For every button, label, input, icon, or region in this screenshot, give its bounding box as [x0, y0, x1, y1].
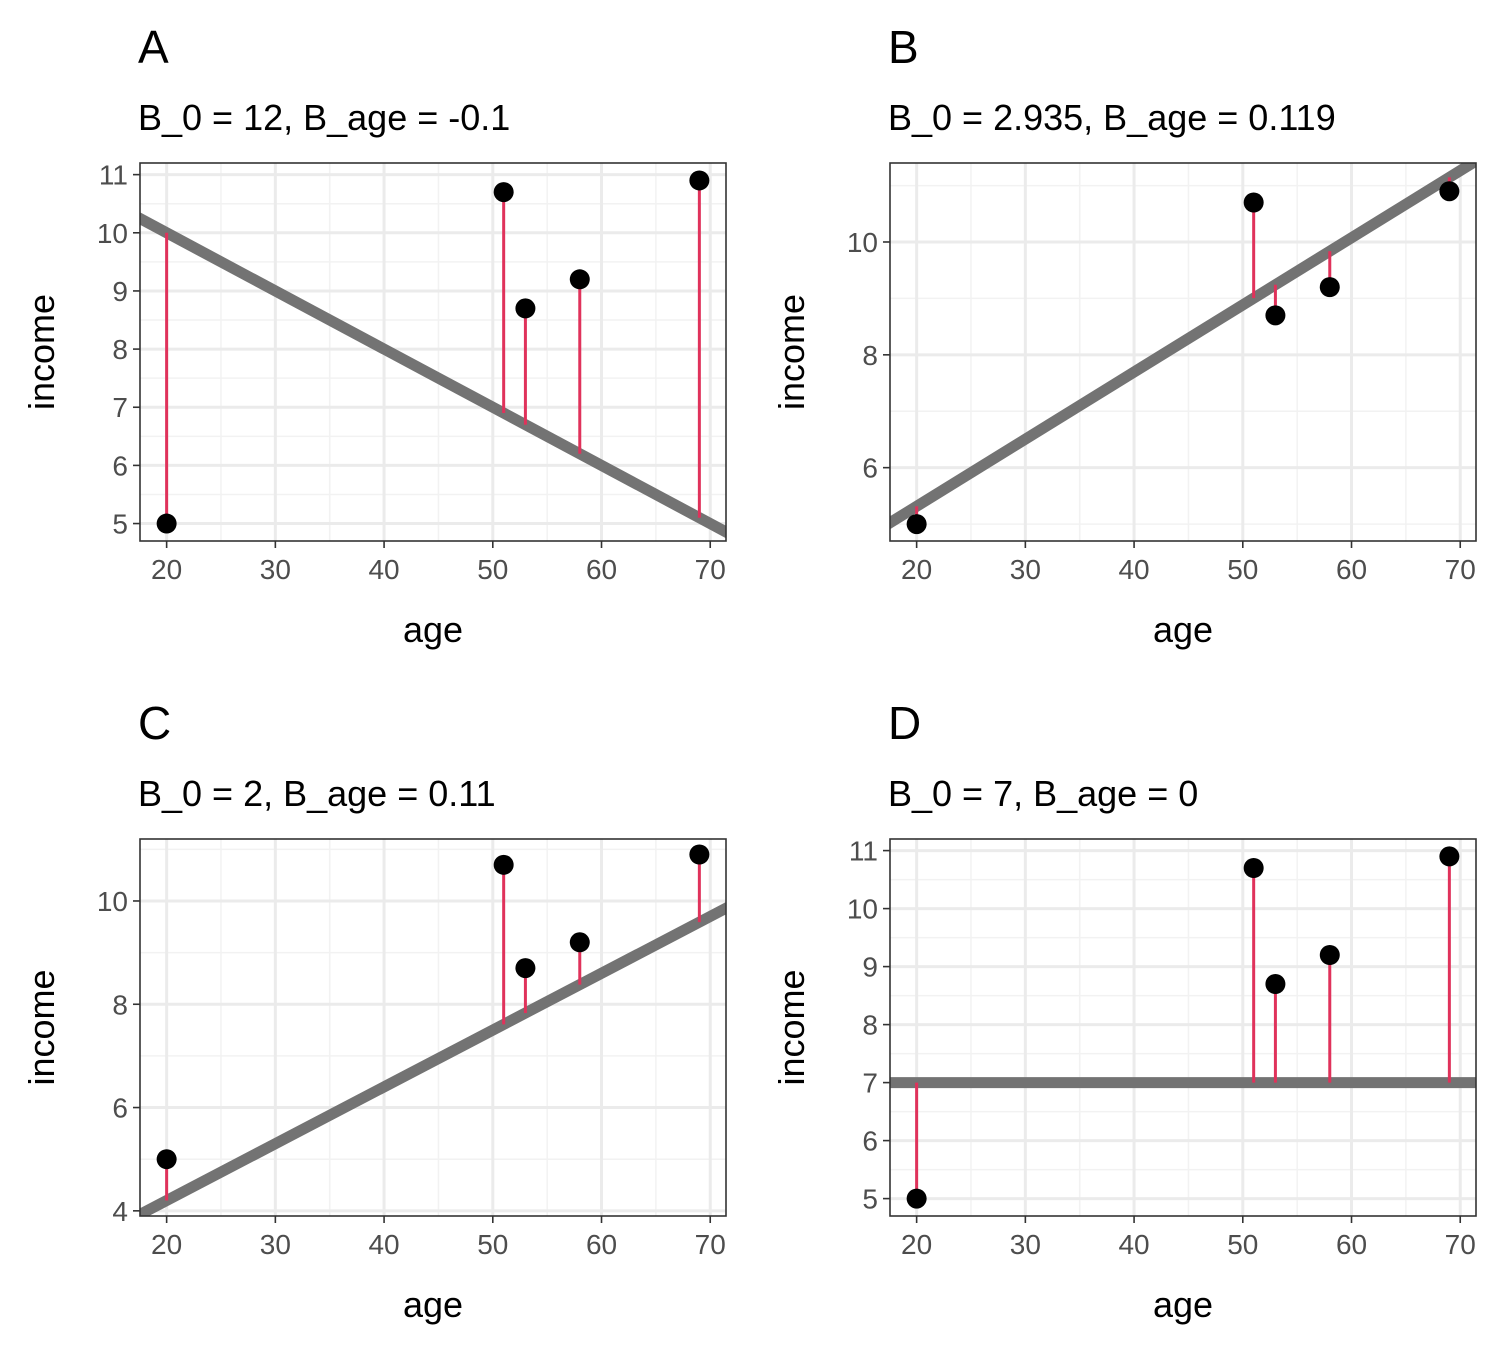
- panel-a: 20 30 40 50 60 70 5 6 7 8 9 10 11 age income A B_0 = 12,…: [21, 21, 727, 650]
- x-tick-label: 60: [586, 1229, 617, 1260]
- panel-tag-label: C: [138, 697, 171, 749]
- panel-d: 20 30 40 50 60 70 5 6 7 8 9 10 11 age income D B_0 = 7, …: [771, 697, 1477, 1325]
- data-point: [1243, 858, 1264, 878]
- data-point: [569, 269, 590, 290]
- y-tick-label: 10: [97, 886, 128, 917]
- x-axis-title: age: [403, 609, 463, 650]
- panel-subtitle: B_0 = 12, B_age = -0.1: [138, 97, 510, 138]
- fit-line: [140, 212, 726, 539]
- x-tick-label: 40: [1118, 1229, 1149, 1260]
- data-point: [156, 1149, 177, 1170]
- x-tick-label: 50: [477, 554, 508, 585]
- data-point: [1439, 846, 1460, 867]
- data-point: [515, 958, 536, 979]
- x-tick-label: 20: [901, 554, 932, 585]
- y-tick-label: 8: [862, 340, 878, 371]
- fit-line: [140, 902, 726, 1216]
- panel-border: [889, 162, 1477, 542]
- panel-data-layer: [890, 856, 1476, 1199]
- panel-tag-label: D: [888, 697, 921, 749]
- data-point: [569, 932, 590, 953]
- y-tick-label: 10: [847, 894, 878, 925]
- data-point: [1265, 305, 1286, 326]
- x-tick-label: 60: [1336, 1229, 1367, 1260]
- y-tick-label: 11: [849, 836, 878, 867]
- x-tick-label: 30: [1010, 1229, 1041, 1260]
- y-tick-label: 8: [112, 989, 128, 1020]
- x-tick-label: 70: [1445, 554, 1476, 585]
- panel-c: 20 30 40 50 60 70 4 6 8 10 age income C B_0 = 2, B_ag…: [21, 697, 727, 1325]
- x-axis-title: age: [1153, 609, 1213, 650]
- y-tick-label: 10: [847, 227, 878, 258]
- data-point: [689, 170, 710, 191]
- x-tick-label: 70: [695, 1229, 726, 1260]
- data-point: [515, 298, 536, 319]
- y-tick-label: 7: [112, 392, 128, 423]
- x-tick-label: 40: [368, 554, 399, 585]
- y-tick-label: 6: [112, 450, 128, 481]
- panel-border: [139, 162, 727, 542]
- y-tick-label: 7: [862, 1068, 878, 1099]
- y-tick-label: 9: [112, 276, 128, 307]
- x-tick-label: 40: [1118, 554, 1149, 585]
- x-tick-label: 70: [695, 554, 726, 585]
- data-point: [1319, 945, 1340, 965]
- x-tick-label: 50: [1227, 554, 1258, 585]
- fit-line: [890, 163, 1476, 530]
- x-tick-label: 30: [260, 1229, 291, 1260]
- y-tick-label: 5: [862, 1184, 878, 1215]
- data-point: [156, 513, 177, 534]
- y-axis-title: income: [21, 969, 62, 1085]
- x-tick-label: 30: [1010, 554, 1041, 585]
- data-point: [493, 182, 514, 203]
- y-axis-title: income: [21, 294, 62, 410]
- panel-b: 20 30 40 50 60 70 6 8 10 age income B B_0 = 2.935, B…: [771, 21, 1477, 650]
- data-point: [1439, 181, 1460, 202]
- panel-border: [139, 838, 727, 1217]
- y-axis-title: income: [771, 969, 812, 1085]
- y-tick-label: 6: [862, 1126, 878, 1157]
- y-tick-label: 8: [112, 334, 128, 365]
- x-tick-label: 70: [1445, 1229, 1476, 1260]
- data-point: [906, 514, 927, 535]
- panel-tag-label: A: [138, 21, 169, 73]
- y-axis-title: income: [771, 294, 812, 410]
- x-tick-label: 40: [368, 1229, 399, 1260]
- y-tick-label: 9: [862, 952, 878, 983]
- x-tick-label: 50: [477, 1229, 508, 1260]
- data-point: [1265, 974, 1286, 994]
- y-tick-label: 4: [112, 1196, 128, 1227]
- data-point: [1243, 192, 1264, 213]
- panel-tag-label: B: [888, 21, 919, 73]
- x-tick-label: 20: [151, 1229, 182, 1260]
- y-tick-label: 10: [97, 218, 128, 249]
- panel-subtitle: B_0 = 2.935, B_age = 0.119: [888, 97, 1336, 138]
- data-point: [906, 1188, 927, 1209]
- x-axis-title: age: [403, 1284, 463, 1325]
- data-point: [689, 844, 710, 865]
- x-axis-title: age: [1153, 1284, 1213, 1325]
- x-tick-label: 50: [1227, 1229, 1258, 1260]
- x-tick-label: 20: [151, 554, 182, 585]
- panel-data-layer: [140, 180, 726, 539]
- panel-border: [889, 838, 1477, 1217]
- x-tick-label: 20: [901, 1229, 932, 1260]
- y-tick-label: 11: [99, 160, 128, 191]
- y-tick-label: 6: [862, 453, 878, 484]
- y-tick-label: 6: [112, 1093, 128, 1124]
- x-tick-label: 30: [260, 554, 291, 585]
- panel-subtitle: B_0 = 2, B_age = 0.11: [138, 773, 496, 814]
- y-tick-label: 8: [862, 1010, 878, 1041]
- x-tick-label: 60: [1336, 554, 1367, 585]
- x-tick-label: 60: [586, 554, 617, 585]
- panel-subtitle: B_0 = 7, B_age = 0: [888, 773, 1198, 814]
- data-point: [493, 854, 514, 875]
- y-tick-label: 5: [112, 509, 128, 540]
- data-point: [1319, 277, 1340, 298]
